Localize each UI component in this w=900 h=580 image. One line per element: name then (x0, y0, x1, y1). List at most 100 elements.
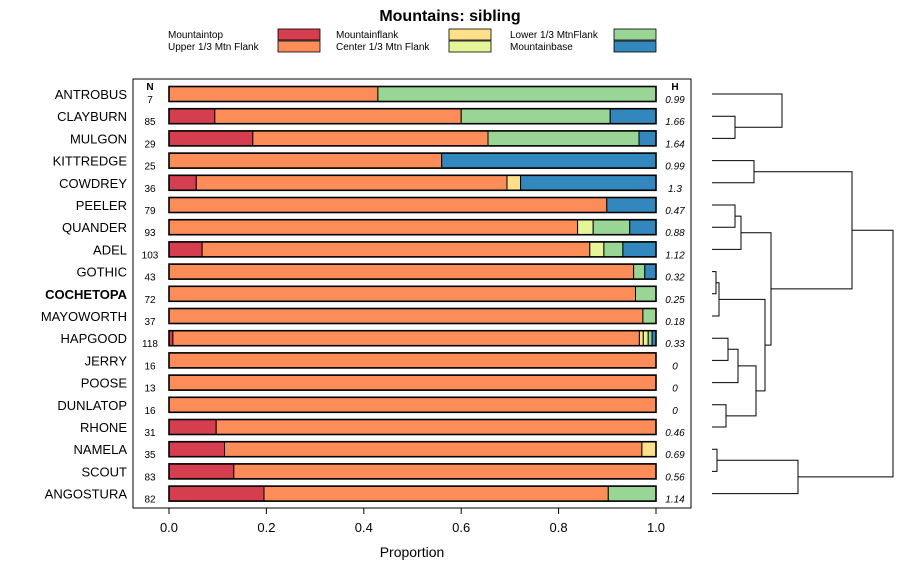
bar-segment (168, 219, 579, 236)
bar-outline (168, 130, 657, 147)
bar-segment (168, 241, 203, 258)
bar-segment (168, 485, 265, 502)
chart-title: Mountains: sibling (379, 8, 520, 25)
bar-segment (214, 108, 462, 125)
bar-segment (642, 330, 649, 347)
dendrogram-branch (741, 232, 772, 346)
bar-segment (201, 241, 591, 258)
dendrogram-branch (712, 337, 729, 361)
bar-segment (263, 485, 609, 502)
n-value: 93 (144, 228, 156, 239)
x-axis: 0.0 0.2 0.4 0.6 0.8 1.0 (160, 508, 665, 535)
bar-segment (168, 152, 443, 169)
h-value: 0.69 (665, 450, 685, 461)
bar-segment (168, 108, 216, 125)
bar-segment (647, 330, 653, 347)
n-value: 31 (144, 428, 156, 439)
bar-segment (606, 197, 657, 213)
legend-swatch-mountainflank (448, 28, 492, 41)
dendrogram-branch (712, 348, 739, 384)
bar-outline (168, 218, 657, 236)
bar-segment (377, 86, 657, 102)
n-value: 36 (144, 184, 156, 195)
bar-segment (589, 241, 605, 258)
bar-outline (168, 352, 657, 369)
category-label: PEELER (76, 198, 127, 213)
bar-segment (644, 263, 657, 280)
x-tick-label: 0.0 (160, 520, 178, 535)
h-value: 1.64 (665, 139, 685, 150)
n-value: 83 (144, 472, 156, 483)
bar-segment (638, 330, 644, 347)
bar-outline (168, 374, 657, 391)
n-value: 16 (144, 406, 156, 417)
bar-row: DUNLATOP 16 0 (57, 396, 678, 417)
bar-segment (641, 441, 657, 458)
bar-segment (635, 285, 657, 302)
bar-segment (215, 419, 657, 435)
bar-segment (168, 308, 644, 324)
h-value: 0.88 (665, 228, 685, 239)
bar-row: ADEL 103 1.12 (93, 241, 685, 261)
plot-frame (132, 78, 692, 509)
category-label: ANGOSTURA (45, 487, 128, 502)
bar-row: COWDREY 36 1.3 (59, 174, 682, 195)
legend-label-base: Mountainbase (510, 42, 573, 53)
h-value: 1.12 (665, 250, 685, 261)
bar-segment (168, 174, 197, 191)
dendrogram-branch (754, 171, 853, 290)
n-column-header: N (146, 82, 153, 93)
bar-outline (168, 418, 657, 436)
x-tick-label: 0.4 (355, 520, 373, 535)
h-value: 0.33 (665, 339, 685, 350)
bar-segment (607, 485, 657, 502)
dendrogram-branch (712, 204, 736, 228)
bar-segment (168, 130, 254, 147)
legend-swatch-upper (277, 40, 321, 53)
n-value: 79 (144, 206, 156, 217)
bar-segment (168, 197, 608, 213)
legend-label-center: Center 1/3 Mtn Flank (336, 42, 430, 53)
category-label: RHONE (80, 420, 127, 435)
n-value: 82 (144, 495, 156, 506)
n-value: 13 (144, 384, 156, 395)
category-label: COCHETOPA (45, 287, 127, 302)
h-value: 1.3 (668, 184, 682, 195)
category-label: ANTROBUS (55, 87, 128, 102)
bar-row: MULGON 29 1.64 (70, 130, 685, 150)
h-value: 1.14 (665, 495, 685, 506)
bar-segment (622, 241, 657, 258)
bar-outline (168, 485, 657, 502)
dendrogram-branch (712, 93, 783, 128)
bar-segment (638, 130, 657, 147)
bar-outline (168, 152, 657, 169)
bar-row: PEELER 79 0.47 (76, 196, 685, 217)
bar-outline (168, 263, 657, 280)
category-label: SCOUT (82, 464, 128, 479)
h-value: 1.66 (665, 117, 685, 128)
bar-outline (168, 241, 657, 258)
dendrogram-branch (712, 160, 755, 184)
n-value: 43 (144, 273, 156, 284)
bar-row: NAMELA 35 0.69 (74, 440, 685, 461)
bar-row: KITTREDGE 25 0.99 (53, 152, 685, 173)
dendrogram-branch (712, 404, 727, 428)
bar-segment (168, 396, 657, 413)
h-value: 0.99 (665, 162, 685, 173)
dendrogram-branch (712, 459, 799, 495)
category-label: MAYOWORTH (41, 309, 127, 324)
bar-segment (252, 130, 489, 147)
x-axis-title: Proportion (380, 544, 445, 560)
bar-segment (195, 174, 508, 191)
bar-row: CLAYBURN 85 1.66 (57, 107, 685, 128)
bar-row: MAYOWORTH 37 0.18 (41, 307, 685, 328)
n-value: 118 (142, 339, 158, 350)
h-value: 0 (672, 361, 678, 372)
h-value: 0.32 (665, 273, 685, 284)
category-label: ADEL (93, 242, 127, 257)
h-value: 0.56 (665, 472, 685, 483)
bar-row: GOTHIC 43 0.32 (76, 263, 685, 284)
bar-segment (168, 352, 657, 369)
